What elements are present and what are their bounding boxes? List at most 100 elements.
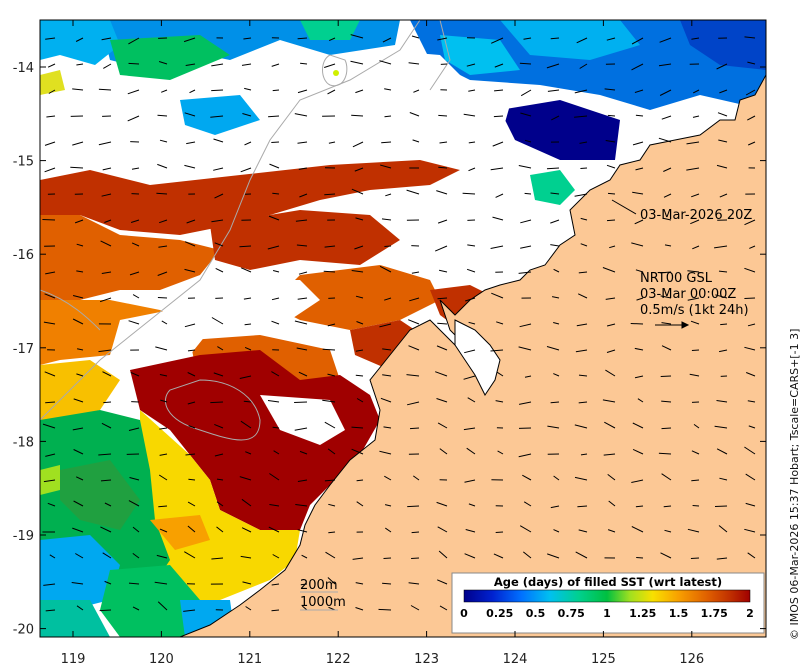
wind-vector bbox=[46, 115, 56, 118]
wind-vector bbox=[132, 526, 140, 533]
wind-vector bbox=[380, 397, 392, 403]
wind-vector bbox=[466, 63, 476, 67]
wind-vector bbox=[185, 453, 196, 456]
wind-vector bbox=[661, 115, 672, 120]
lon-tick-label: 119 bbox=[61, 652, 86, 667]
sst-age-south-region bbox=[40, 410, 300, 637]
lat-tick-label: -20 bbox=[13, 623, 34, 638]
wind-vector bbox=[409, 297, 420, 302]
wind-vector bbox=[691, 450, 700, 455]
wind-vector bbox=[43, 583, 56, 586]
wind-vector bbox=[463, 375, 476, 380]
wind-vector bbox=[716, 448, 728, 455]
wind-vector bbox=[437, 422, 448, 429]
wind-vector bbox=[747, 323, 756, 327]
wind-vector bbox=[239, 245, 252, 248]
wind-vector bbox=[355, 217, 364, 221]
wind-vector bbox=[659, 89, 672, 96]
wind-vector bbox=[406, 401, 420, 406]
wind-vector bbox=[128, 427, 140, 431]
wind-vector bbox=[244, 87, 252, 91]
wind-vector bbox=[327, 323, 336, 327]
wind-vector bbox=[296, 244, 308, 247]
wind-vector bbox=[322, 348, 336, 351]
wind-vector bbox=[128, 500, 140, 507]
colorbar-tick-label: 0.5 bbox=[526, 607, 546, 620]
wind-vector bbox=[267, 245, 280, 250]
wind-vector bbox=[355, 295, 364, 299]
wind-vector bbox=[102, 552, 112, 559]
wind-vector bbox=[436, 345, 448, 351]
colorbar-tick-label: 1.75 bbox=[701, 607, 728, 620]
wind-vector bbox=[691, 193, 700, 198]
wind-vector bbox=[47, 502, 56, 507]
wind-vector bbox=[271, 320, 280, 325]
wind-vector bbox=[158, 505, 168, 508]
wind-vector bbox=[157, 163, 168, 169]
wind-vector bbox=[183, 609, 196, 612]
lat-tick-label: -15 bbox=[13, 155, 34, 170]
wind-vector bbox=[663, 193, 672, 198]
wind-vector bbox=[355, 607, 364, 611]
wind-vector bbox=[242, 113, 252, 117]
wind-vector bbox=[184, 268, 196, 273]
wind-vector bbox=[716, 557, 728, 560]
wind-vector bbox=[607, 529, 616, 533]
wind-vector bbox=[241, 498, 252, 507]
wind-vector bbox=[518, 453, 532, 458]
wind-vector bbox=[547, 425, 560, 429]
wind-vector bbox=[328, 37, 336, 42]
wind-vector bbox=[241, 527, 252, 533]
wind-vector bbox=[47, 63, 56, 68]
wind-vector bbox=[103, 401, 112, 404]
lon-tick-label: 123 bbox=[414, 652, 439, 667]
wind-vector bbox=[692, 245, 700, 250]
wind-vector bbox=[75, 553, 84, 559]
wind-vector bbox=[271, 371, 280, 377]
wind-vector bbox=[603, 453, 616, 456]
wind-vector bbox=[520, 245, 532, 249]
wind-vector bbox=[299, 450, 308, 455]
wind-vector bbox=[188, 478, 196, 481]
wind-vector bbox=[100, 240, 112, 247]
wind-vector bbox=[631, 242, 644, 247]
wind-vector bbox=[350, 34, 364, 39]
wind-vector bbox=[634, 347, 644, 351]
wind-vector bbox=[356, 398, 364, 403]
wind-vector bbox=[495, 193, 504, 198]
wind-vector bbox=[658, 137, 672, 143]
wind-vector bbox=[609, 245, 616, 249]
wind-vector bbox=[44, 371, 56, 377]
wind-vector bbox=[635, 505, 644, 508]
wind-vector bbox=[574, 89, 588, 94]
wind-vector bbox=[42, 423, 56, 429]
wind-vector bbox=[297, 37, 308, 40]
wind-vector bbox=[744, 267, 756, 273]
wind-vector bbox=[468, 167, 476, 172]
wind-vector bbox=[324, 245, 336, 248]
wind-vector bbox=[579, 63, 588, 69]
wind-model-label: NRT00 GSL bbox=[640, 271, 713, 286]
wind-vector bbox=[661, 322, 672, 325]
wind-scale-arrow bbox=[655, 321, 690, 329]
wind-vector bbox=[43, 479, 56, 483]
wind-vector bbox=[606, 219, 616, 222]
wind-vector bbox=[637, 398, 644, 403]
wind-vector bbox=[239, 476, 252, 481]
wind-vector bbox=[408, 319, 420, 325]
wind-vector bbox=[156, 192, 168, 195]
wind-vector bbox=[520, 89, 532, 97]
wind-vector bbox=[43, 321, 56, 325]
wind-vector bbox=[131, 242, 140, 247]
wind-vector bbox=[714, 245, 728, 249]
wind-vector bbox=[45, 609, 56, 612]
wind-vector bbox=[490, 245, 504, 249]
wind-vector bbox=[268, 215, 280, 221]
wind-vector bbox=[210, 401, 224, 404]
wind-vector bbox=[714, 425, 728, 429]
credit-text: © IMOS 06-Mar-2026 15:37 Hobart; Tscale=… bbox=[788, 329, 801, 640]
wind-vector bbox=[438, 550, 448, 559]
wind-vector bbox=[719, 193, 728, 198]
wind-vector bbox=[128, 62, 140, 65]
wind-vector bbox=[323, 270, 336, 273]
